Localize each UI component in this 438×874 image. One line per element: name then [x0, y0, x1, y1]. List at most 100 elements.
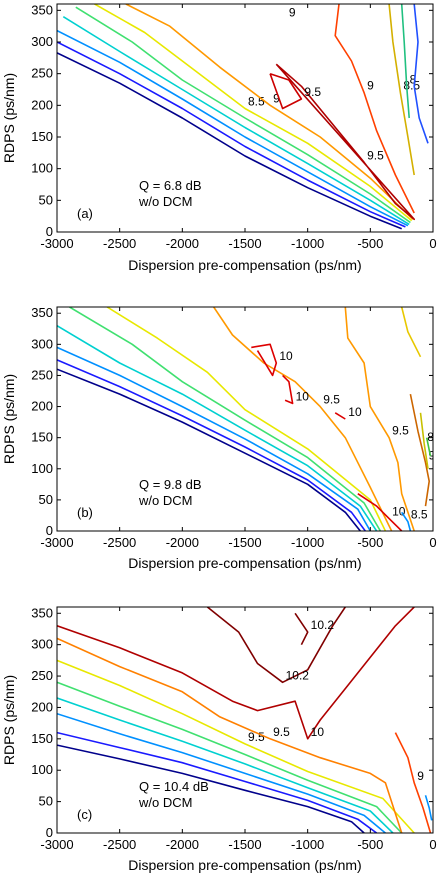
contour-label: 9 [367, 79, 374, 93]
y-tick-label: 350 [31, 305, 53, 320]
contour-line [334, 412, 346, 420]
x-tick-label: 0 [429, 535, 436, 550]
contour-line [419, 412, 429, 469]
contour-label: 10 [348, 405, 362, 419]
contour-label: 10.2 [311, 618, 335, 632]
contour-line [57, 681, 403, 833]
x-tick-label: -1500 [228, 236, 261, 251]
contour-line [57, 346, 371, 531]
x-tick-label: -1500 [228, 535, 261, 550]
contour-line [69, 307, 382, 531]
panel-annotation: Q = 9.8 dB [139, 477, 202, 492]
panel-annotation: w/o DCM [138, 194, 192, 209]
contour-line [57, 29, 409, 227]
y-tick-label: 150 [31, 430, 53, 445]
y-tick-label: 50 [39, 492, 53, 507]
contour-label: 8.5 [411, 508, 428, 522]
y-tick-label: 0 [46, 224, 53, 239]
contour-line [425, 437, 432, 457]
contour-label: 9.5 [248, 730, 265, 744]
plot-frame [56, 606, 434, 834]
x-tick-label: -2000 [166, 837, 199, 852]
contour-line [357, 493, 403, 531]
contour-label: 9.5 [304, 85, 321, 99]
contour-line [282, 374, 294, 405]
x-tick-label: -3000 [40, 837, 73, 852]
y-tick-label: 350 [31, 605, 53, 620]
contour-line [57, 368, 361, 531]
y-tick-label: 200 [31, 97, 53, 112]
contour-line [57, 744, 365, 833]
y-tick-label: 350 [31, 2, 53, 17]
y-tick-label: 100 [31, 762, 53, 777]
y-tick-label: 300 [31, 34, 53, 49]
contour-label: 8.5 [427, 430, 438, 444]
contour-line [213, 307, 393, 531]
x-tick-label: -3000 [40, 535, 73, 550]
contour-label: 9.5 [367, 148, 384, 162]
contour-label: 10 [296, 389, 310, 403]
y-tick-label: 250 [31, 668, 53, 683]
panel-label: (a) [77, 206, 93, 221]
y-tick-label: 150 [31, 129, 53, 144]
contour-line [409, 393, 431, 507]
contour-line [57, 359, 366, 531]
y-tick-label: 100 [31, 461, 53, 476]
contour-label: 9.5 [392, 424, 409, 438]
contour-line [294, 612, 309, 646]
panel-label: (b) [77, 505, 93, 520]
contour-line [94, 4, 413, 222]
x-tick-label: -500 [357, 837, 383, 852]
y-axis-label: RDPS (ps/nm) [1, 374, 17, 464]
contour-line [401, 511, 412, 531]
x-tick-label: -500 [357, 535, 383, 550]
contour-panel-2: 9.59.51010101098.58.5-3000-2500-2000-150… [1, 305, 438, 571]
marker-label: 9 [289, 6, 296, 20]
contour-line [206, 607, 346, 684]
y-tick-label: 200 [31, 699, 53, 714]
contour-label: 9.5 [323, 393, 340, 407]
panel-annotation: Q = 10.4 dB [139, 779, 209, 794]
contour-label: 9 [273, 91, 280, 105]
panel-annotation: w/o DCM [138, 493, 192, 508]
x-axis-label: Dispersion pre-compensation (ps/nm) [128, 257, 361, 273]
contour-line [57, 41, 406, 228]
panel-annotation: w/o DCM [138, 795, 192, 810]
y-tick-label: 250 [31, 66, 53, 81]
x-tick-label: -1000 [291, 535, 324, 550]
contour-label: 10.2 [286, 668, 310, 682]
contour-line [57, 607, 415, 740]
x-tick-label: -1000 [291, 837, 324, 852]
contour-line [394, 732, 432, 833]
contour-line [57, 697, 394, 833]
y-tick-label: 50 [39, 192, 53, 207]
y-axis-label: RDPS (ps/nm) [1, 73, 17, 163]
x-axis-label: Dispersion pre-compensation (ps/nm) [128, 857, 361, 873]
contour-line [413, 4, 429, 144]
x-tick-label: -2500 [103, 837, 136, 852]
y-tick-label: 300 [31, 336, 53, 351]
contour-line [57, 325, 378, 531]
contour-line [57, 731, 378, 833]
x-tick-label: -1500 [228, 837, 261, 852]
y-tick-label: 150 [31, 731, 53, 746]
contour-line [57, 659, 415, 833]
contour-lines: 8.5 999.59.5 8.58 [57, 4, 429, 230]
y-tick-label: 200 [31, 399, 53, 414]
contour-line [57, 637, 403, 833]
contour-line [269, 72, 303, 110]
contour-line [388, 4, 415, 176]
plot-frame [56, 306, 434, 532]
x-tick-label: -2500 [103, 236, 136, 251]
contour-line [344, 307, 415, 531]
y-tick-label: 300 [31, 637, 53, 652]
contour-line [75, 6, 411, 224]
y-tick-label: 250 [31, 367, 53, 382]
contour-label: 10 [311, 725, 325, 739]
contour-label: 8.5 [248, 95, 265, 109]
x-tick-label: -3000 [40, 236, 73, 251]
contour-label: 10 [392, 505, 406, 519]
contour-line [62, 16, 410, 226]
